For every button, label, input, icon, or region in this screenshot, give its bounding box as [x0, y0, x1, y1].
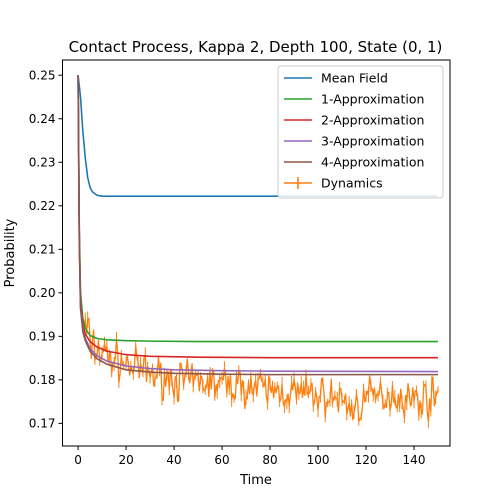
y-tick-label: 0.20: [29, 286, 56, 300]
x-tick-label: 20: [118, 453, 133, 467]
y-axis-label: Probability: [3, 218, 18, 287]
y-tick-label: 0.19: [29, 330, 56, 344]
y-tick-label: 0.23: [29, 156, 56, 170]
x-tick-label: 120: [355, 453, 378, 467]
x-tick-label: 140: [403, 453, 426, 467]
legend-label-1-approximation: 1-Approximation: [321, 92, 424, 107]
y-tick-label: 0.24: [29, 112, 56, 126]
legend-label-4-approximation: 4-Approximation: [321, 155, 424, 170]
y-tick-label: 0.21: [29, 243, 56, 257]
y-tick-label: 0.18: [29, 373, 56, 387]
x-tick-label: 40: [166, 453, 181, 467]
x-tick-label: 0: [74, 453, 82, 467]
x-tick-label: 80: [262, 453, 277, 467]
legend-label-2-approximation: 2-Approximation: [321, 113, 424, 128]
series-line-mean-field: [77, 75, 438, 198]
legend-label-mean-field: Mean Field: [321, 71, 388, 86]
x-axis-label: Time: [239, 473, 272, 488]
x-axis: 0 20 40 60 80 100 120 140: [74, 446, 425, 467]
plot-frame: [62, 59, 451, 447]
y-tick-label: 0.25: [29, 69, 56, 83]
legend-box: [277, 65, 444, 199]
chart-title: Contact Process, Kappa 2, Depth 100, Sta…: [69, 38, 443, 56]
y-tick-label: 0.17: [29, 417, 56, 431]
series-line-4-approximation: [77, 75, 438, 376]
legend: Mean Field 1-Approximation 2-Approximation…: [277, 65, 444, 199]
y-tick-label: 0.22: [29, 199, 56, 213]
y-axis: 0.17 0.18 0.19 0.20 0.21 0.22 0.23 0.24 0.25: [29, 69, 63, 431]
series-layer: [77, 75, 439, 428]
x-tick-label: 100: [307, 453, 330, 467]
legend-label-dynamics: Dynamics: [321, 176, 383, 191]
x-tick-label: 60: [214, 453, 229, 467]
legend-label-3-approximation: 3-Approximation: [321, 134, 424, 149]
series-line-dynamics: [77, 75, 439, 423]
